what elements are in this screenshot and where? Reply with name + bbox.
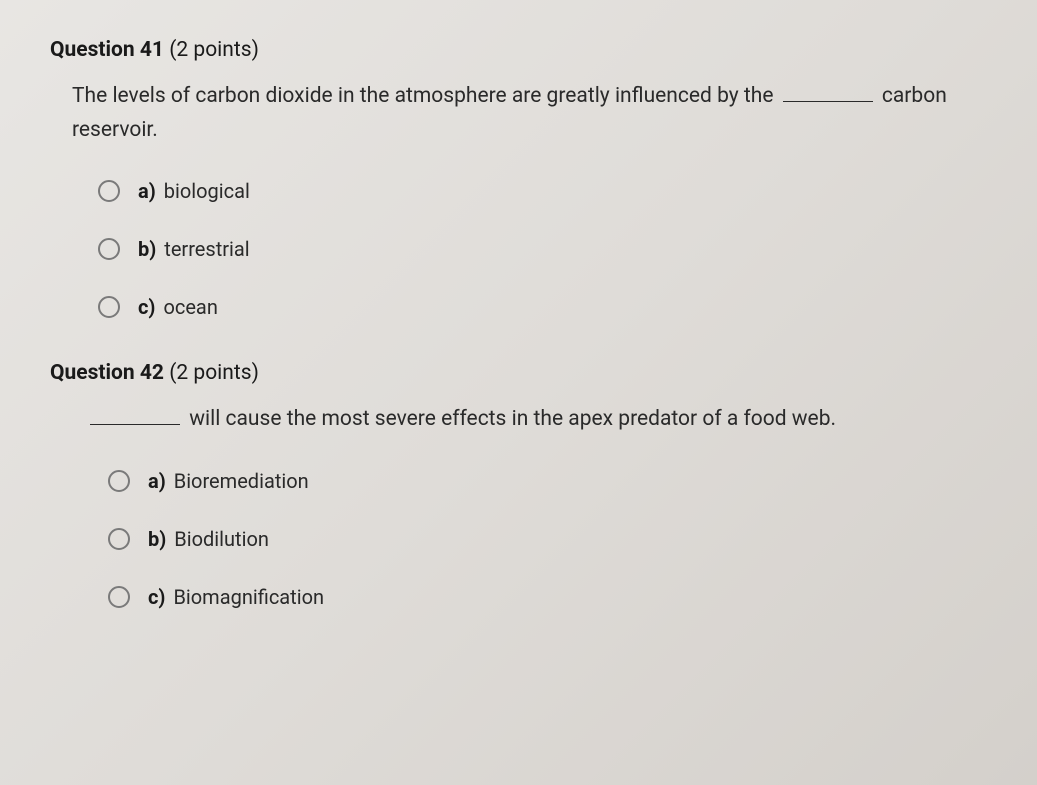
question-points: (2 points) bbox=[169, 361, 259, 385]
radio-icon[interactable] bbox=[98, 238, 120, 260]
option-b[interactable]: b) terrestrial bbox=[98, 237, 987, 261]
question-42: Question 42 (2 points) will cause the mo… bbox=[50, 361, 987, 609]
option-a[interactable]: a) biological bbox=[98, 179, 987, 203]
fill-blank bbox=[90, 424, 180, 425]
radio-icon[interactable] bbox=[108, 528, 130, 550]
option-text: biological bbox=[164, 179, 250, 203]
option-text: ocean bbox=[163, 295, 217, 319]
option-letter: a) bbox=[138, 179, 156, 203]
radio-icon[interactable] bbox=[98, 180, 120, 202]
option-c[interactable]: c) ocean bbox=[98, 295, 987, 319]
question-prompt: will cause the most severe effects in th… bbox=[86, 403, 987, 437]
option-a[interactable]: a) Bioremediation bbox=[108, 469, 987, 493]
question-41: Question 41 (2 points) The levels of car… bbox=[50, 38, 987, 319]
radio-icon[interactable] bbox=[108, 586, 130, 608]
question-header: Question 41 (2 points) bbox=[50, 38, 987, 62]
option-text: Bioremediation bbox=[174, 469, 309, 493]
question-header: Question 42 (2 points) bbox=[50, 361, 987, 385]
option-letter: c) bbox=[138, 295, 155, 319]
question-prompt: The levels of carbon dioxide in the atmo… bbox=[72, 80, 987, 147]
option-text: Biodilution bbox=[174, 527, 269, 551]
option-b[interactable]: b) Biodilution bbox=[108, 527, 987, 551]
options-list: a) Bioremediation b) Biodilution c) Biom… bbox=[108, 469, 987, 609]
option-letter: b) bbox=[148, 527, 166, 551]
radio-icon[interactable] bbox=[108, 470, 130, 492]
option-letter: c) bbox=[148, 585, 165, 609]
option-text: Biomagnification bbox=[173, 585, 324, 609]
options-list: a) biological b) terrestrial c) ocean bbox=[98, 179, 987, 319]
radio-icon[interactable] bbox=[98, 296, 120, 318]
fill-blank bbox=[783, 101, 873, 102]
option-text: terrestrial bbox=[164, 237, 249, 261]
option-letter: a) bbox=[148, 469, 166, 493]
prompt-text-after: will cause the most severe effects in th… bbox=[184, 407, 836, 431]
question-number: Question 41 bbox=[50, 38, 164, 62]
prompt-text-before: The levels of carbon dioxide in the atmo… bbox=[72, 84, 779, 108]
option-c[interactable]: c) Biomagnification bbox=[108, 585, 987, 609]
question-number: Question 42 bbox=[50, 361, 164, 385]
option-letter: b) bbox=[138, 237, 156, 261]
question-points: (2 points) bbox=[169, 38, 259, 62]
